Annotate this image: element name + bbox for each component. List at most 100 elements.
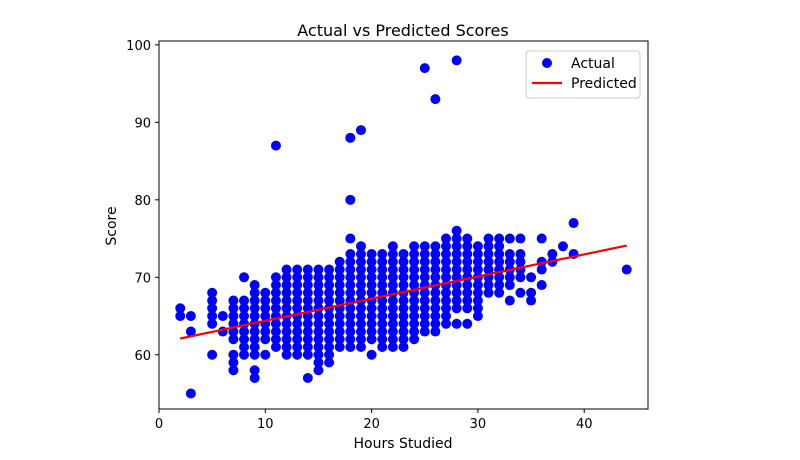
data-point — [515, 249, 526, 260]
data-point — [207, 287, 218, 298]
data-point — [207, 311, 218, 322]
data-point — [345, 194, 356, 205]
data-point — [324, 287, 335, 298]
data-point — [260, 287, 271, 298]
data-point — [302, 326, 313, 337]
data-point — [292, 318, 303, 329]
data-point — [355, 241, 366, 252]
data-point — [270, 334, 281, 345]
data-point — [302, 334, 313, 345]
data-point — [292, 287, 303, 298]
data-point — [472, 249, 483, 260]
data-point — [387, 311, 398, 322]
data-point — [430, 318, 441, 329]
data-point — [366, 264, 377, 275]
data-point — [483, 249, 494, 260]
y-axis-label: Score — [104, 206, 120, 245]
data-point — [536, 264, 547, 275]
data-point — [366, 349, 377, 360]
data-point — [526, 295, 537, 306]
data-point — [239, 272, 250, 283]
data-point — [536, 280, 547, 291]
data-point — [387, 249, 398, 260]
data-point — [228, 357, 239, 368]
data-point — [249, 311, 260, 322]
data-point — [270, 318, 281, 329]
data-point — [313, 295, 324, 306]
data-point — [419, 256, 430, 267]
data-point — [249, 342, 260, 353]
data-point — [441, 287, 452, 298]
data-point — [366, 303, 377, 314]
data-point — [419, 287, 430, 298]
x-axis-label: Hours Studied — [354, 436, 453, 452]
data-point — [377, 249, 388, 260]
plot-frame — [158, 40, 649, 410]
data-point — [249, 295, 260, 306]
data-point — [451, 303, 462, 314]
data-point — [419, 63, 430, 74]
data-point — [302, 280, 313, 291]
data-point — [313, 264, 324, 275]
data-point — [185, 326, 196, 337]
data-point — [451, 249, 462, 260]
data-point — [419, 249, 430, 260]
data-point — [302, 342, 313, 353]
data-point — [451, 225, 462, 236]
data-point — [547, 249, 558, 260]
data-point — [292, 280, 303, 291]
data-point — [239, 303, 250, 314]
chart-title: Actual vs Predicted Scores — [297, 21, 508, 40]
data-point — [366, 318, 377, 329]
data-point — [377, 280, 388, 291]
data-point — [398, 334, 409, 345]
data-point — [313, 365, 324, 376]
data-point — [366, 287, 377, 298]
y-tick-label: 90 — [134, 116, 151, 131]
data-point — [324, 326, 335, 337]
predicted-line-group — [180, 244, 627, 340]
data-point — [515, 256, 526, 267]
data-point — [472, 241, 483, 252]
data-point — [409, 326, 420, 337]
data-point — [324, 334, 335, 345]
data-point — [249, 349, 260, 360]
x-tick-label: 0 — [155, 417, 163, 432]
data-point — [377, 342, 388, 353]
predicted-line — [180, 244, 627, 340]
data-point — [345, 287, 356, 298]
data-point — [462, 249, 473, 260]
data-point — [462, 287, 473, 298]
data-point — [355, 280, 366, 291]
data-point — [377, 264, 388, 275]
data-point — [430, 264, 441, 275]
y-axis-ticks: 60 70 80 90 100 — [126, 39, 159, 364]
data-point — [462, 280, 473, 291]
data-point — [228, 349, 239, 360]
data-point — [377, 318, 388, 329]
data-point — [207, 295, 218, 306]
data-point — [419, 303, 430, 314]
data-point — [270, 303, 281, 314]
data-point — [483, 264, 494, 275]
data-point — [207, 318, 218, 329]
data-point — [292, 342, 303, 353]
data-point — [260, 334, 271, 345]
data-point — [249, 365, 260, 376]
data-point — [292, 303, 303, 314]
data-point — [377, 256, 388, 267]
data-point — [504, 295, 515, 306]
data-point — [387, 326, 398, 337]
data-point — [409, 241, 420, 252]
data-point — [355, 256, 366, 267]
data-point — [366, 249, 377, 260]
data-point — [472, 264, 483, 275]
data-point — [324, 295, 335, 306]
data-point — [228, 334, 239, 345]
data-point — [441, 295, 452, 306]
data-point — [377, 326, 388, 337]
data-point — [217, 311, 228, 322]
data-point — [270, 287, 281, 298]
data-point — [175, 311, 186, 322]
data-point — [462, 264, 473, 275]
